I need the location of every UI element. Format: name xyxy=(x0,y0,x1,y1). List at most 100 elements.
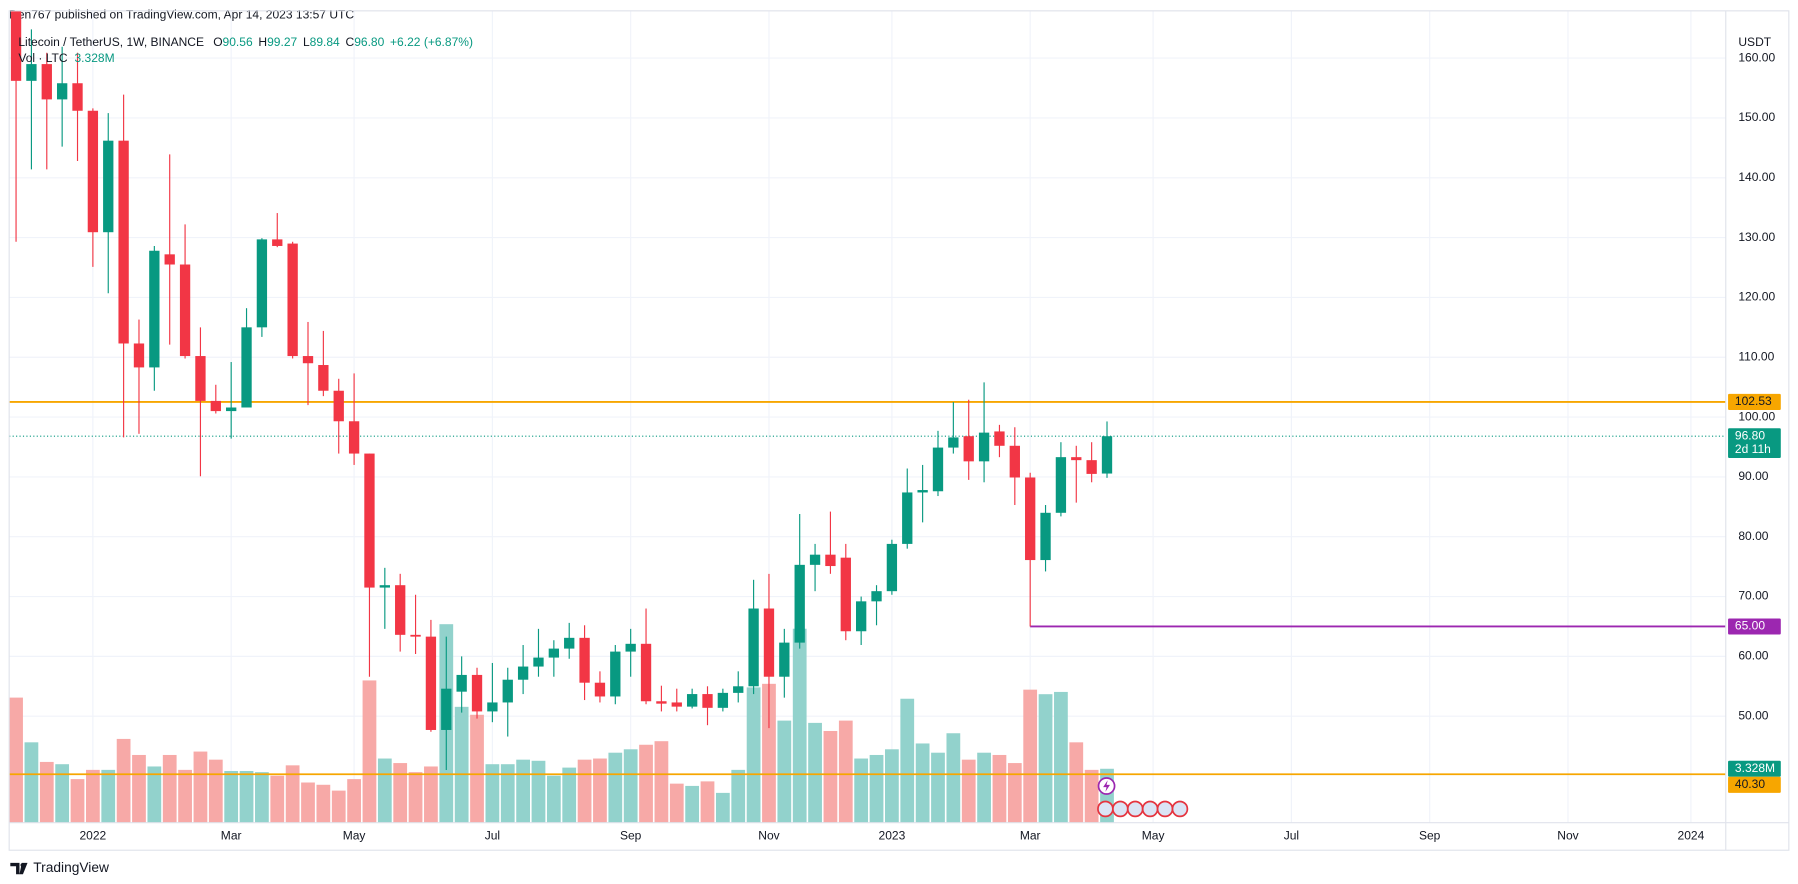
price-label: 102.53 xyxy=(1735,394,1772,408)
candle-body xyxy=(1025,477,1036,561)
x-tick-label: 2024 xyxy=(1678,829,1705,843)
y-tick-label: 60.00 xyxy=(1738,649,1768,663)
candle-body xyxy=(733,686,744,693)
volume-bar xyxy=(1084,769,1099,823)
x-tick-label: Sep xyxy=(1419,829,1441,843)
frame xyxy=(8,10,1790,851)
legend-item: 90.56 xyxy=(223,35,253,49)
candle-body xyxy=(548,648,560,658)
price-label-box xyxy=(1728,760,1781,777)
candle-body xyxy=(1055,457,1067,513)
candle-body xyxy=(533,657,544,667)
volume-bar xyxy=(55,764,70,823)
candle-body xyxy=(1009,445,1020,478)
axes: 50.00 60.00 70.00 80.00 90.00 100.00 110.00 120… xyxy=(79,50,1781,843)
volume-bar xyxy=(270,775,285,823)
legend-item: Litecoin / TetherUS, 1W, BINANCE xyxy=(18,35,204,49)
legend-volume: Vol · LTC 3.328M xyxy=(18,51,114,65)
volume-bar xyxy=(792,628,807,823)
volume-bar xyxy=(808,722,822,823)
candle-body xyxy=(825,554,836,567)
candle-body xyxy=(226,407,237,412)
candle-body xyxy=(195,356,206,401)
candle-body xyxy=(425,636,437,730)
volume-bar xyxy=(639,744,653,823)
x-tick-label: Mar xyxy=(221,829,242,843)
candle-body xyxy=(379,585,390,588)
volume-bar xyxy=(485,764,500,823)
volume-bar xyxy=(1069,742,1084,823)
y-tick-label: 50.00 xyxy=(1738,708,1768,722)
volume-bar xyxy=(86,769,100,823)
candle-body xyxy=(594,682,606,697)
y-tick-label: 90.00 xyxy=(1738,469,1768,483)
legend-item: +6.22 (+6.87%) xyxy=(390,35,473,49)
candle-body xyxy=(794,564,805,643)
candle-body xyxy=(564,637,575,649)
candle-body xyxy=(809,554,821,565)
volume-bar xyxy=(362,680,377,823)
candle-body xyxy=(671,702,682,707)
volume-bar xyxy=(838,720,853,823)
volume-bar xyxy=(132,754,146,823)
event-flag xyxy=(1111,800,1129,818)
candle-body xyxy=(318,365,329,391)
y-tick-label: 100.00 xyxy=(1738,409,1775,423)
footer-brand: TradingView xyxy=(33,860,109,875)
legend-symbol: Litecoin / TetherUS, 1W, BINANCE O90.56 H9… xyxy=(18,35,473,49)
volume-bar xyxy=(147,766,162,823)
legend-item: 96.80 xyxy=(354,35,384,49)
volume-bar xyxy=(946,733,961,823)
volume-bar xyxy=(224,771,239,823)
volume-bar xyxy=(500,764,515,823)
volume-bar xyxy=(239,771,254,823)
volume-bar xyxy=(408,772,423,823)
x-tick-label: 2023 xyxy=(879,829,906,843)
volume-bar xyxy=(1038,694,1053,823)
legend-item: H xyxy=(258,35,267,49)
x-tick-label: Jul xyxy=(485,829,500,843)
candle-body xyxy=(441,688,452,730)
x-tick-label: Sep xyxy=(620,829,642,843)
volume-bar xyxy=(885,749,899,823)
candle-body xyxy=(133,343,145,368)
candle-body xyxy=(978,432,990,462)
candle-body xyxy=(855,601,867,632)
volume-bar xyxy=(116,738,131,823)
x-tick-label: May xyxy=(1142,829,1165,843)
candle-body xyxy=(717,692,729,708)
volume-bar xyxy=(9,697,23,823)
candle-body xyxy=(502,679,513,703)
volume-bar xyxy=(101,769,116,823)
candle-body xyxy=(333,390,344,422)
legend-item: 99.27 xyxy=(267,35,297,49)
volume-bar xyxy=(301,782,315,823)
candle-body xyxy=(656,701,667,704)
volume-bar xyxy=(208,759,223,823)
price-label-box xyxy=(1728,618,1781,635)
currency-label: USDT xyxy=(1738,35,1771,49)
y-tick-label: 110.00 xyxy=(1738,349,1774,363)
legend-item: O xyxy=(213,35,222,49)
volume-bar xyxy=(393,763,408,823)
volume-bar xyxy=(162,754,177,823)
x-tick-label: Nov xyxy=(758,829,779,843)
candle-body xyxy=(395,585,406,635)
footer-logo xyxy=(10,862,28,875)
candle-body xyxy=(610,651,621,697)
event-flag xyxy=(1126,800,1144,818)
volume-bar xyxy=(424,766,438,823)
volume-bar xyxy=(178,769,192,823)
y-tick-label: 130.00 xyxy=(1738,230,1775,244)
candle-body xyxy=(886,543,898,592)
volume-bar xyxy=(546,775,561,823)
legend-item: Vol · LTC xyxy=(18,51,68,65)
price-label-box xyxy=(1728,393,1781,410)
candle-body xyxy=(456,674,467,692)
x-tick-label: 2022 xyxy=(79,829,106,843)
volume-bar xyxy=(715,792,730,823)
volume-bar xyxy=(516,759,530,823)
y-tick-label: 70.00 xyxy=(1738,589,1768,603)
